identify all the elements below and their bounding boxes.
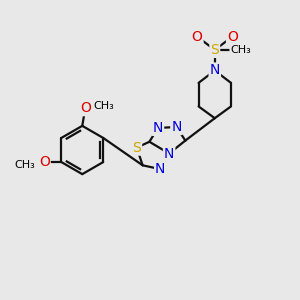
Text: CH₃: CH₃	[15, 160, 35, 170]
Text: N: N	[164, 146, 174, 161]
Text: O: O	[39, 155, 50, 169]
Text: N: N	[171, 120, 182, 134]
Text: S: S	[210, 43, 219, 57]
Text: O: O	[80, 101, 91, 115]
Text: CH₃: CH₃	[94, 101, 114, 111]
Text: O: O	[192, 30, 203, 44]
Text: S: S	[132, 141, 141, 154]
Text: O: O	[227, 30, 238, 44]
Text: N: N	[155, 162, 166, 176]
Text: CH₃: CH₃	[230, 45, 251, 55]
Text: N: N	[210, 64, 220, 77]
Text: N: N	[153, 121, 163, 135]
